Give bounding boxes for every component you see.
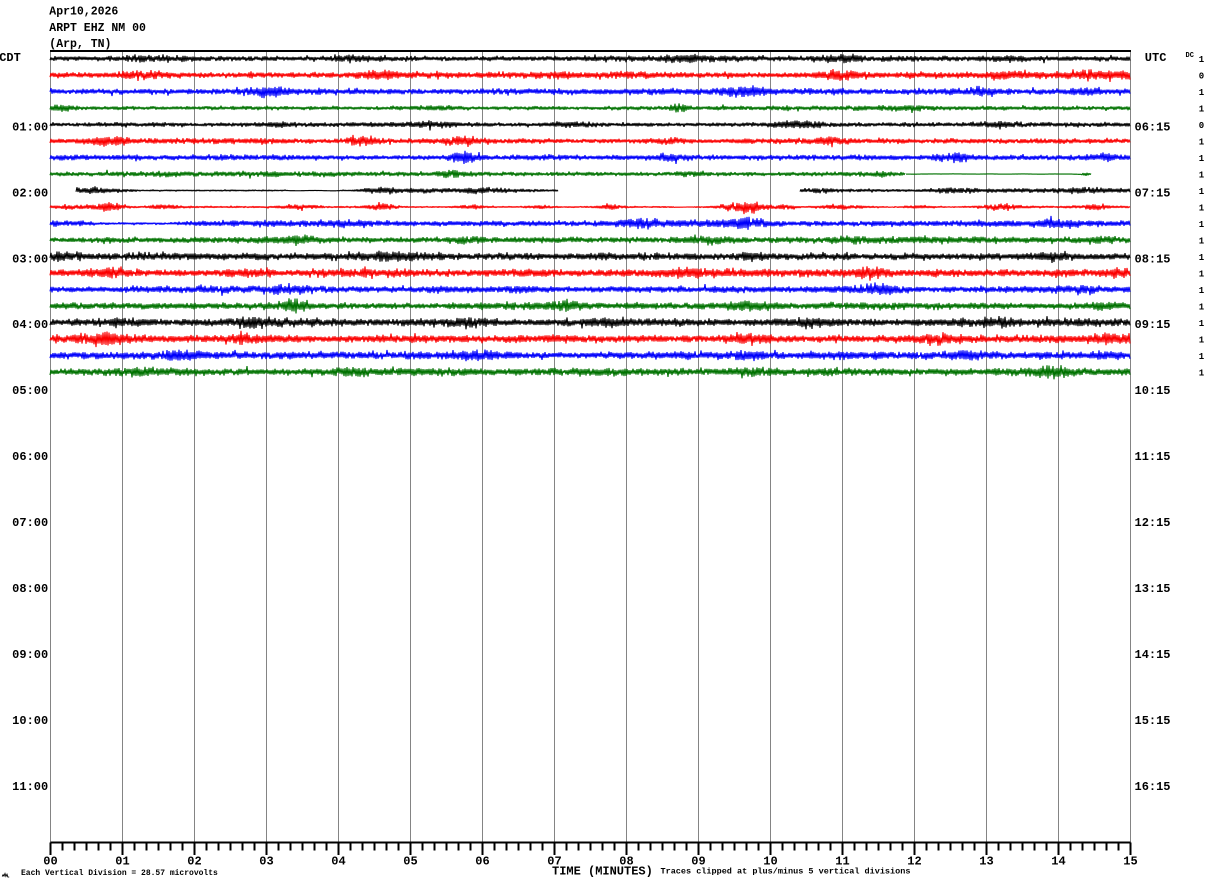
- svg-text:DC: DC: [1186, 52, 1194, 60]
- svg-text:14: 14: [1051, 855, 1065, 869]
- svg-text:CDT: CDT: [0, 51, 21, 65]
- svg-text:13: 13: [979, 855, 993, 869]
- svg-text:10: 10: [763, 855, 777, 869]
- svg-text:1: 1: [1199, 55, 1205, 65]
- svg-text:04: 04: [331, 855, 345, 869]
- svg-text:1: 1: [1199, 319, 1205, 329]
- svg-text:1: 1: [1199, 368, 1205, 378]
- svg-text:1: 1: [1199, 220, 1205, 230]
- svg-text:11: 11: [835, 855, 849, 869]
- svg-text:1: 1: [1199, 286, 1205, 296]
- svg-text:09: 09: [691, 855, 705, 869]
- svg-text:15:15: 15:15: [1135, 714, 1171, 728]
- svg-text:1: 1: [1199, 302, 1205, 312]
- svg-text:10:00: 10:00: [12, 714, 48, 728]
- svg-text:1: 1: [1199, 335, 1205, 345]
- svg-text:1: 1: [1199, 352, 1205, 362]
- svg-text:1: 1: [1199, 187, 1205, 197]
- svg-text:Apr10,2026: Apr10,2026: [49, 6, 118, 19]
- svg-text:12: 12: [907, 855, 921, 869]
- svg-text:06: 06: [475, 855, 489, 869]
- svg-text:08:15: 08:15: [1135, 252, 1171, 266]
- svg-text:03:00: 03:00: [12, 252, 48, 266]
- svg-text:01:00: 01:00: [12, 120, 48, 134]
- svg-text:14:15: 14:15: [1135, 648, 1171, 662]
- svg-text:1: 1: [1199, 269, 1205, 279]
- svg-text:08:00: 08:00: [12, 582, 48, 596]
- svg-text:03: 03: [259, 855, 273, 869]
- svg-text:1: 1: [1199, 253, 1205, 263]
- svg-text:16:15: 16:15: [1135, 780, 1171, 794]
- svg-text:04:00: 04:00: [12, 318, 48, 332]
- svg-text:13:15: 13:15: [1135, 582, 1171, 596]
- svg-text:06:15: 06:15: [1135, 120, 1171, 134]
- svg-text:0: 0: [1199, 121, 1204, 131]
- svg-text:06:00: 06:00: [12, 450, 48, 464]
- svg-text:09:15: 09:15: [1135, 318, 1171, 332]
- svg-text:02: 02: [187, 855, 201, 869]
- svg-text:0: 0: [1199, 71, 1204, 81]
- svg-text:ARPT EHZ NM 00: ARPT EHZ NM 00: [49, 22, 146, 35]
- svg-text:15: 15: [1123, 855, 1137, 869]
- svg-text:12:15: 12:15: [1135, 516, 1171, 530]
- svg-text:1: 1: [1199, 104, 1205, 114]
- svg-text:08: 08: [619, 855, 633, 869]
- svg-text:1: 1: [1199, 203, 1205, 213]
- svg-text:(Arp, TN): (Arp, TN): [49, 38, 111, 51]
- svg-text:11:15: 11:15: [1135, 450, 1171, 464]
- svg-text:05:00: 05:00: [12, 384, 48, 398]
- svg-text:07:15: 07:15: [1135, 186, 1171, 200]
- svg-text:05: 05: [403, 855, 417, 869]
- svg-text:Each Vertical Division = 28.: Each Vertical Division = 28.57 microvolt…: [21, 869, 218, 878]
- svg-text:11:00: 11:00: [12, 780, 48, 794]
- svg-text:Traces clipped at plus/minus 5: Traces clipped at plus/minus 5 vertical …: [661, 867, 911, 877]
- svg-text:07: 07: [547, 855, 561, 869]
- svg-text:1: 1: [1199, 236, 1205, 246]
- svg-text:UTC: UTC: [1145, 51, 1167, 65]
- svg-text:01: 01: [115, 855, 129, 869]
- svg-text:1: 1: [1199, 88, 1205, 98]
- svg-text:07:00: 07:00: [12, 516, 48, 530]
- svg-text:1: 1: [1199, 137, 1205, 147]
- svg-text:09:00: 09:00: [12, 648, 48, 662]
- svg-text:00: 00: [43, 855, 57, 869]
- svg-text:1: 1: [1199, 154, 1205, 164]
- svg-text:1: 1: [1199, 170, 1205, 180]
- svg-text:02:00: 02:00: [12, 186, 48, 200]
- svg-text:10:15: 10:15: [1135, 384, 1171, 398]
- svg-text:TIME (MINUTES): TIME (MINUTES): [552, 865, 653, 879]
